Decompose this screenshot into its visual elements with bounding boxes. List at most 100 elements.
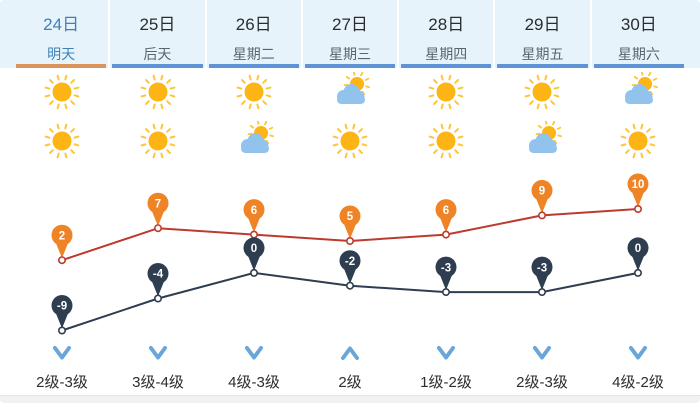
tab-underline bbox=[593, 64, 684, 68]
tab-weekday: 后天 bbox=[143, 46, 172, 62]
low-temp-marker-tail bbox=[535, 274, 549, 291]
low-temp-marker bbox=[435, 256, 457, 278]
cloudy-sun-icon bbox=[234, 119, 274, 161]
high-temp-marker-tail bbox=[631, 191, 645, 207]
low-temp-marker-tail bbox=[55, 313, 69, 329]
cloudy-sun-icon bbox=[618, 70, 658, 112]
high-temp-value: 2 bbox=[59, 230, 65, 242]
high-temp-marker bbox=[435, 199, 457, 221]
sun-icon bbox=[426, 72, 466, 112]
wind-down-icon bbox=[626, 344, 650, 362]
low-temp-marker-tail bbox=[631, 255, 645, 271]
tab-day-29[interactable]: 29日 星期五 bbox=[493, 0, 589, 68]
low-temp-marker bbox=[531, 256, 553, 278]
high-temp-value: 6 bbox=[443, 205, 449, 217]
low-temp-marker bbox=[51, 295, 73, 316]
wind-level: 2级-3级 bbox=[36, 374, 88, 391]
high-temp-value: 5 bbox=[347, 211, 354, 223]
tab-underline bbox=[112, 64, 203, 68]
low-temp-marker bbox=[627, 237, 649, 259]
tab-date: 24日 bbox=[43, 15, 80, 34]
high-temp-marker-tail bbox=[247, 217, 261, 233]
high-temp-value: 9 bbox=[539, 186, 545, 198]
tab-underline bbox=[401, 64, 492, 68]
tab-day-24[interactable]: 24日 明天 bbox=[14, 0, 108, 68]
tab-day-28[interactable]: 28日 星期四 bbox=[397, 0, 493, 68]
cloudy-sun-icon bbox=[522, 119, 562, 161]
low-temp-point-dot bbox=[441, 288, 450, 297]
tab-date: 30日 bbox=[620, 15, 657, 34]
tab-day-26[interactable]: 26日 星期二 bbox=[204, 0, 301, 68]
tab-day-25[interactable]: 25日 后天 bbox=[108, 0, 204, 68]
low-temp-value: 0 bbox=[251, 243, 257, 255]
low-temp-marker-tail bbox=[247, 255, 261, 271]
sun-icon bbox=[138, 72, 178, 112]
wind-level: 4级-3级 bbox=[228, 374, 280, 391]
tab-day-27[interactable]: 27日 星期三 bbox=[300, 0, 397, 68]
low-temp-marker bbox=[147, 263, 169, 284]
high-temp-value: 7 bbox=[155, 198, 161, 210]
wind-level-row: 2级-3级 3级-4级 4级-3级 2级 1级-2级 2级-3级 4级-2级 bbox=[0, 368, 700, 395]
sun-icon bbox=[42, 72, 82, 112]
high-temp-marker bbox=[51, 224, 73, 246]
daytime-weather-icons bbox=[0, 68, 700, 116]
day-tabs: 24日 明天 25日 后天 26日 星期二 27日 星期三 28日 星期四 29… bbox=[0, 0, 700, 68]
wind-down-icon bbox=[242, 344, 266, 362]
tab-weekday: 星期六 bbox=[617, 46, 660, 62]
high-temp-point-dot bbox=[250, 230, 259, 239]
tab-underline bbox=[304, 64, 396, 68]
high-temp-marker bbox=[243, 199, 265, 221]
high-temp-point-dot bbox=[441, 230, 450, 239]
tab-date: 25日 bbox=[139, 15, 176, 34]
sun-icon bbox=[522, 72, 562, 112]
high-temp-marker-tail bbox=[343, 223, 357, 239]
sun-icon bbox=[42, 121, 82, 161]
high-temp-marker-tail bbox=[151, 210, 165, 227]
sun-icon bbox=[138, 121, 178, 161]
low-temp-point-dot bbox=[537, 288, 546, 297]
cloudy-sun-icon bbox=[330, 70, 370, 112]
tab-date: 27日 bbox=[332, 15, 368, 34]
wind-direction-row bbox=[0, 338, 700, 368]
low-temp-marker-tail bbox=[151, 281, 165, 297]
low-temp-point-dot bbox=[154, 294, 163, 303]
wind-down-icon bbox=[434, 344, 458, 362]
high-temp-marker bbox=[147, 192, 169, 214]
high-temp-value: 6 bbox=[251, 205, 257, 217]
high-temp-point-dot bbox=[537, 211, 546, 220]
low-temp-value: -9 bbox=[57, 301, 67, 313]
tab-day-30[interactable]: 30日 星期六 bbox=[589, 0, 686, 68]
high-temp-value: 10 bbox=[632, 179, 645, 191]
low-temp-value: -4 bbox=[153, 269, 164, 281]
high-temp-marker-tail bbox=[55, 242, 69, 259]
sun-icon bbox=[234, 72, 274, 112]
low-temp-point-dot bbox=[250, 268, 259, 277]
high-temp-point-dot bbox=[345, 237, 354, 246]
tab-underline bbox=[497, 64, 588, 68]
high-temp-marker-tail bbox=[439, 217, 453, 233]
tab-weekday: 明天 bbox=[47, 46, 76, 62]
wind-level: 1级-2级 bbox=[420, 374, 472, 391]
tab-date: 28日 bbox=[428, 15, 465, 34]
high-temp-marker bbox=[627, 173, 649, 195]
nighttime-weather-icons bbox=[0, 116, 700, 166]
tab-weekday: 星期二 bbox=[232, 46, 275, 62]
low-temp-point-dot bbox=[57, 326, 66, 335]
bottom-scroll-track bbox=[0, 395, 700, 403]
low-temp-value: -3 bbox=[537, 262, 547, 274]
low-temp-marker bbox=[339, 250, 361, 272]
wind-level: 2级 bbox=[338, 374, 362, 391]
low-temp-value: -3 bbox=[441, 262, 451, 274]
wind-up-icon bbox=[338, 344, 362, 362]
low-temp-point-dot bbox=[345, 281, 354, 290]
tab-weekday: 星期四 bbox=[425, 46, 468, 62]
wind-level: 4级-2级 bbox=[612, 374, 664, 391]
high-temp-marker bbox=[531, 179, 553, 201]
tab-weekday: 星期三 bbox=[328, 46, 371, 62]
low-temp-value: -2 bbox=[345, 256, 355, 268]
low-temp-marker-tail bbox=[343, 268, 357, 284]
wind-level: 3级-4级 bbox=[132, 374, 184, 391]
temperature-trend-chart: 2 7 6 5 6 9 10 -9 -4 0 -2 -3 -3 0 bbox=[51, 173, 649, 335]
wind-down-icon bbox=[50, 344, 74, 362]
